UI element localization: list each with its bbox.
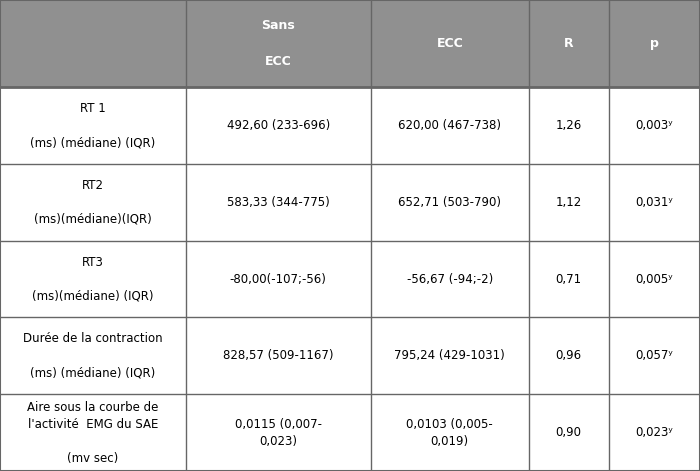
Bar [0,317,186,394]
Text: ECC: ECC [436,37,463,50]
Text: Durée de la contraction

(ms) (médiane) (IQR): Durée de la contraction (ms) (médiane) (… [23,333,162,379]
Text: 795,24 (429-1031): 795,24 (429-1031) [394,349,505,362]
Text: Sans

ECC: Sans ECC [261,19,295,68]
Bar [371,87,528,164]
Bar [0,394,186,471]
Bar [186,317,371,394]
Text: 0,057ʸ: 0,057ʸ [636,349,673,362]
Bar [609,241,700,317]
Bar [186,241,371,317]
Text: 0,71: 0,71 [556,273,582,285]
Text: 0,003ʸ: 0,003ʸ [636,119,673,132]
Bar [609,394,700,471]
Bar [0,87,186,164]
Bar [528,241,609,317]
Text: 620,00 (467-738): 620,00 (467-738) [398,119,501,132]
Bar [371,394,528,471]
Bar [0,0,186,87]
Text: 0,023ʸ: 0,023ʸ [636,426,673,439]
Text: RT3

(ms)(médiane) (IQR): RT3 (ms)(médiane) (IQR) [32,256,153,302]
Text: 652,71 (503-790): 652,71 (503-790) [398,196,501,209]
Bar [0,164,186,241]
Bar [186,87,371,164]
Bar [186,394,371,471]
Text: RT2

(ms)(médiane)(IQR): RT2 (ms)(médiane)(IQR) [34,179,152,226]
Text: -80,00(-107;-56): -80,00(-107;-56) [230,273,327,285]
Text: 1,12: 1,12 [556,196,582,209]
Bar [528,317,609,394]
Bar [609,0,700,87]
Text: p: p [650,37,659,50]
Text: -56,67 (-94;-2): -56,67 (-94;-2) [407,273,493,285]
Text: 0,0103 (0,005-
0,019): 0,0103 (0,005- 0,019) [407,418,493,447]
Bar [371,317,528,394]
Bar [186,164,371,241]
Text: 583,33 (344-775): 583,33 (344-775) [227,196,330,209]
Bar [371,0,528,87]
Text: Aire sous la courbe de
l'activité  EMG du SAE

(mv sec): Aire sous la courbe de l'activité EMG du… [27,401,158,464]
Text: 1,26: 1,26 [556,119,582,132]
Text: 828,57 (509-1167): 828,57 (509-1167) [223,349,333,362]
Text: 0,005ʸ: 0,005ʸ [636,273,673,285]
Bar [528,87,609,164]
Bar [609,317,700,394]
Bar [186,0,371,87]
Bar [371,164,528,241]
Text: 0,90: 0,90 [556,426,582,439]
Text: RT 1

(ms) (médiane) (IQR): RT 1 (ms) (médiane) (IQR) [30,102,155,149]
Bar [371,241,528,317]
Bar [609,87,700,164]
Text: 0,96: 0,96 [556,349,582,362]
Bar [0,241,186,317]
Text: 492,60 (233-696): 492,60 (233-696) [227,119,330,132]
Bar [528,164,609,241]
Bar [528,0,609,87]
Text: 0,0115 (0,007-
0,023): 0,0115 (0,007- 0,023) [234,418,322,447]
Bar [528,394,609,471]
Text: R: R [564,37,573,50]
Text: 0,031ʸ: 0,031ʸ [636,196,673,209]
Bar [609,164,700,241]
